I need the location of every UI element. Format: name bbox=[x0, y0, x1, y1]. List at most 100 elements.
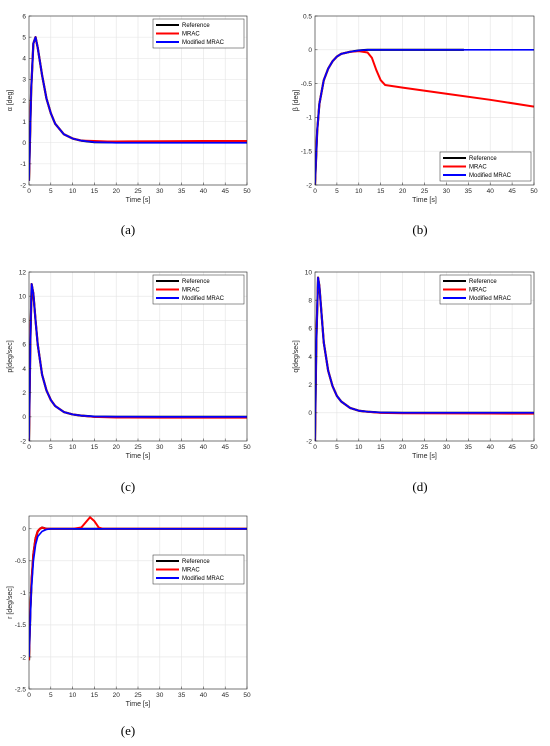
x-axis-label: Time [s] bbox=[412, 453, 437, 460]
x-tick-label: 35 bbox=[465, 444, 473, 451]
y-tick-label: -1.5 bbox=[301, 149, 313, 156]
x-axis-label: Time [s] bbox=[126, 701, 151, 708]
legend-entry: Modified MRAC bbox=[182, 296, 225, 302]
legend-entry: MRAC bbox=[469, 165, 487, 171]
series-line-modified-mrac bbox=[315, 48, 534, 185]
x-tick-label: 25 bbox=[421, 444, 429, 451]
y-tick-label: 2 bbox=[308, 382, 312, 389]
x-tick-label: 30 bbox=[156, 692, 164, 699]
x-tick-label: 0 bbox=[27, 188, 31, 195]
subfigure-caption: (d) bbox=[412, 479, 427, 494]
x-tick-label: 45 bbox=[508, 444, 516, 451]
x-tick-label: 15 bbox=[377, 444, 385, 451]
legend-entry: Reference bbox=[182, 279, 210, 285]
y-tick-label: 8 bbox=[22, 318, 26, 325]
x-tick-label: 50 bbox=[243, 188, 251, 195]
y-tick-label: -2 bbox=[306, 438, 312, 445]
x-tick-label: 35 bbox=[178, 444, 186, 451]
x-tick-label: 35 bbox=[178, 188, 186, 195]
x-tick-label: 35 bbox=[178, 692, 186, 699]
legend-entry: Reference bbox=[469, 279, 497, 285]
y-tick-label: -2 bbox=[306, 182, 312, 189]
x-tick-label: 5 bbox=[49, 444, 53, 451]
y-tick-label: -1 bbox=[306, 115, 312, 122]
y-tick-label: 4 bbox=[22, 366, 26, 373]
y-axis-label: q[deg/sec] bbox=[293, 340, 300, 372]
legend-entry: Reference bbox=[182, 559, 210, 565]
series-line-modified-mrac bbox=[29, 527, 247, 657]
x-tick-label: 45 bbox=[508, 188, 516, 195]
x-axis-label: Time [s] bbox=[126, 453, 151, 460]
x-axis-label: Time [s] bbox=[412, 197, 437, 204]
subfigure-caption: (c) bbox=[121, 479, 135, 494]
x-tick-label: 40 bbox=[200, 188, 208, 195]
x-tick-label: 30 bbox=[156, 444, 164, 451]
x-tick-label: 50 bbox=[243, 444, 251, 451]
y-axis-label: β [deg] bbox=[293, 90, 300, 112]
y-tick-label: 3 bbox=[22, 77, 26, 84]
x-tick-label: 20 bbox=[113, 188, 121, 195]
x-tick-label: 25 bbox=[134, 444, 142, 451]
x-tick-label: 5 bbox=[49, 692, 53, 699]
subfigure-caption: (b) bbox=[412, 222, 427, 237]
y-tick-label: 5 bbox=[22, 34, 26, 41]
y-tick-label: -2 bbox=[20, 654, 26, 661]
y-tick-label: 0 bbox=[22, 140, 26, 147]
y-tick-label: 0 bbox=[22, 414, 26, 421]
x-tick-label: 10 bbox=[355, 444, 363, 451]
y-tick-label: -2 bbox=[20, 182, 26, 189]
x-tick-label: 30 bbox=[156, 188, 164, 195]
legend: Reference MRAC Modified MRAC bbox=[439, 151, 532, 182]
legend: Reference MRAC Modified MRAC bbox=[152, 554, 245, 585]
legend: Reference MRAC Modified MRAC bbox=[152, 274, 245, 305]
y-tick-label: 2 bbox=[22, 98, 26, 105]
y-tick-label: -0.5 bbox=[15, 558, 27, 565]
legend: Reference MRAC Modified MRAC bbox=[439, 274, 532, 305]
y-tick-label: 2 bbox=[22, 390, 26, 397]
subfigure-caption: (a) bbox=[121, 222, 135, 237]
y-axis-label: p[deg/sec] bbox=[7, 340, 14, 372]
subfigure-caption: (e) bbox=[121, 723, 135, 738]
legend-entry: MRAC bbox=[182, 288, 200, 294]
x-tick-label: 40 bbox=[200, 444, 208, 451]
legend: Reference MRAC Modified MRAC bbox=[152, 18, 245, 49]
x-tick-label: 15 bbox=[91, 692, 99, 699]
x-tick-label: 10 bbox=[69, 188, 77, 195]
series-line-modified-mrac bbox=[315, 276, 534, 441]
y-axis-label: r [deg/sec] bbox=[7, 586, 14, 619]
x-tick-label: 0 bbox=[313, 188, 317, 195]
x-tick-label: 30 bbox=[443, 444, 451, 451]
y-tick-label: 6 bbox=[22, 342, 26, 349]
legend-entry: MRAC bbox=[182, 568, 200, 574]
x-tick-label: 35 bbox=[465, 188, 473, 195]
x-tick-label: 45 bbox=[222, 692, 230, 699]
x-tick-label: 10 bbox=[355, 188, 363, 195]
x-tick-label: 20 bbox=[113, 444, 121, 451]
x-tick-label: 5 bbox=[335, 188, 339, 195]
y-tick-label: 0 bbox=[308, 410, 312, 417]
x-tick-label: 20 bbox=[399, 444, 407, 451]
subplot-b: 0 5 10 15 20 25 30 35 40 45 50 -2 -1.5 -1 -0.5 0 0.5 Time… bbox=[293, 13, 538, 237]
x-tick-label: 20 bbox=[399, 188, 407, 195]
legend-entry: Modified MRAC bbox=[182, 576, 225, 582]
legend-entry: Modified MRAC bbox=[469, 173, 512, 179]
y-tick-label: -1 bbox=[20, 161, 26, 168]
x-tick-label: 40 bbox=[487, 188, 495, 195]
x-tick-label: 5 bbox=[49, 188, 53, 195]
x-tick-label: 5 bbox=[335, 444, 339, 451]
x-tick-label: 15 bbox=[377, 188, 385, 195]
legend-entry: Reference bbox=[469, 156, 497, 162]
y-tick-label: -2.5 bbox=[15, 686, 27, 693]
y-tick-label: 1 bbox=[22, 119, 26, 126]
y-tick-label: 0 bbox=[22, 526, 26, 533]
x-tick-label: 30 bbox=[443, 188, 451, 195]
legend-entry: Reference bbox=[182, 23, 210, 29]
x-tick-label: 45 bbox=[222, 188, 230, 195]
y-tick-label: -0.5 bbox=[301, 81, 313, 88]
x-tick-label: 40 bbox=[487, 444, 495, 451]
x-tick-label: 50 bbox=[243, 692, 251, 699]
y-tick-label: 12 bbox=[19, 269, 27, 276]
